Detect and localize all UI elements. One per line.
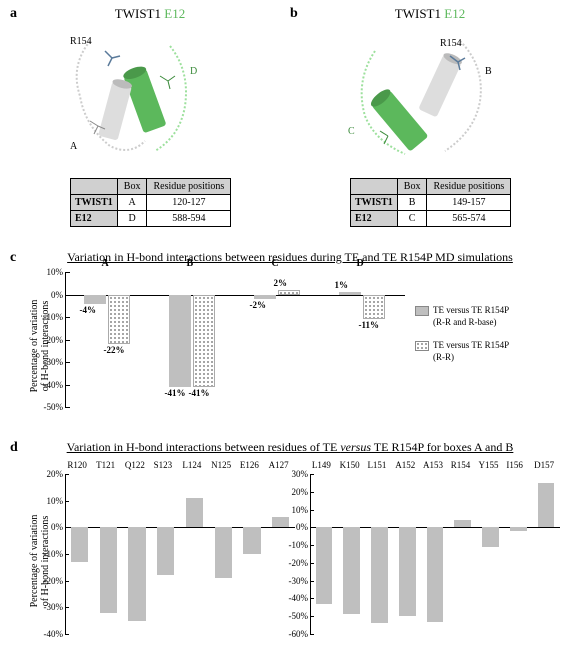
table-a-r2-name: E12 — [71, 211, 118, 227]
legend-item-1: TE versus TE R154P(R-R and R-base) — [415, 305, 555, 328]
table-b-empty — [351, 179, 398, 195]
table-b: Box Residue positions TWIST1 B 149-157 E… — [350, 178, 511, 227]
table-a-r2-pos: 588-594 — [147, 211, 231, 227]
table-b-r2-name: E12 — [351, 211, 398, 227]
table-b-col-box: Box — [397, 179, 427, 195]
structure-a: R154 A D — [50, 26, 225, 171]
panel-a-title: TWIST1 E12 — [70, 6, 230, 22]
e12-label-b: E12 — [444, 6, 465, 21]
table-a-r1-pos: 120-127 — [147, 195, 231, 211]
chart-d2-area: -60%-50%-40%-30%-20%-10%0%10%20%30%L149K… — [310, 474, 560, 634]
r154-label-a: R154 — [70, 36, 92, 47]
e12-label: E12 — [164, 6, 185, 21]
table-b-r2-box: C — [397, 211, 427, 227]
twist1-label-b: TWIST1 — [395, 6, 441, 21]
table-b-r1-box: B — [397, 195, 427, 211]
panel-d-label: d — [10, 440, 18, 456]
table-a-r1-name: TWIST1 — [71, 195, 118, 211]
panel-c: c Variation in H-bond interactions betwe… — [10, 250, 557, 420]
panel-b-label: b — [290, 6, 298, 22]
panel-c-ylabel: Percentage of variationof H-bond interac… — [29, 281, 51, 411]
structure-b: R154 B C — [330, 26, 505, 171]
table-a-empty — [71, 179, 118, 195]
chain-c-label: C — [348, 126, 355, 137]
table-a-r1-box: A — [117, 195, 147, 211]
table-a-col-pos: Residue positions — [147, 179, 231, 195]
legend-item-2: TE versus TE R154P(R-R) — [415, 340, 555, 363]
panel-b-title: TWIST1 E12 — [350, 6, 510, 22]
twist1-label: TWIST1 — [115, 6, 161, 21]
r154-label-b: R154 — [440, 38, 462, 49]
panel-d-title: Variation in H-bond interactions between… — [50, 440, 530, 455]
chain-d-label: D — [190, 66, 197, 77]
table-a: Box Residue positions TWIST1 A 120-127 E… — [70, 178, 231, 227]
table-b-col-pos: Residue positions — [427, 179, 511, 195]
table-b-r2-pos: 565-574 — [427, 211, 511, 227]
legend-c: TE versus TE R154P(R-R and R-base) TE ve… — [415, 305, 555, 364]
chain-b-label: B — [485, 66, 492, 77]
chart-c-area: -50%-40%-30%-20%-10%0%10%A-4%-22%B-41%-4… — [65, 272, 405, 407]
table-b-r1-pos: 149-157 — [427, 195, 511, 211]
table-b-r1-name: TWIST1 — [351, 195, 398, 211]
panel-c-label: c — [10, 250, 16, 266]
panel-c-title: Variation in H-bond interactions between… — [50, 250, 530, 265]
chain-a-label: A — [70, 141, 77, 152]
panel-a-label: a — [10, 6, 17, 22]
panel-d: d Variation in H-bond interactions betwe… — [10, 440, 557, 650]
chart-d1-area: -40%-30%-20%-10%0%10%20%R120T121Q122S123… — [65, 474, 295, 634]
table-a-col-box: Box — [117, 179, 147, 195]
table-a-r2-box: D — [117, 211, 147, 227]
